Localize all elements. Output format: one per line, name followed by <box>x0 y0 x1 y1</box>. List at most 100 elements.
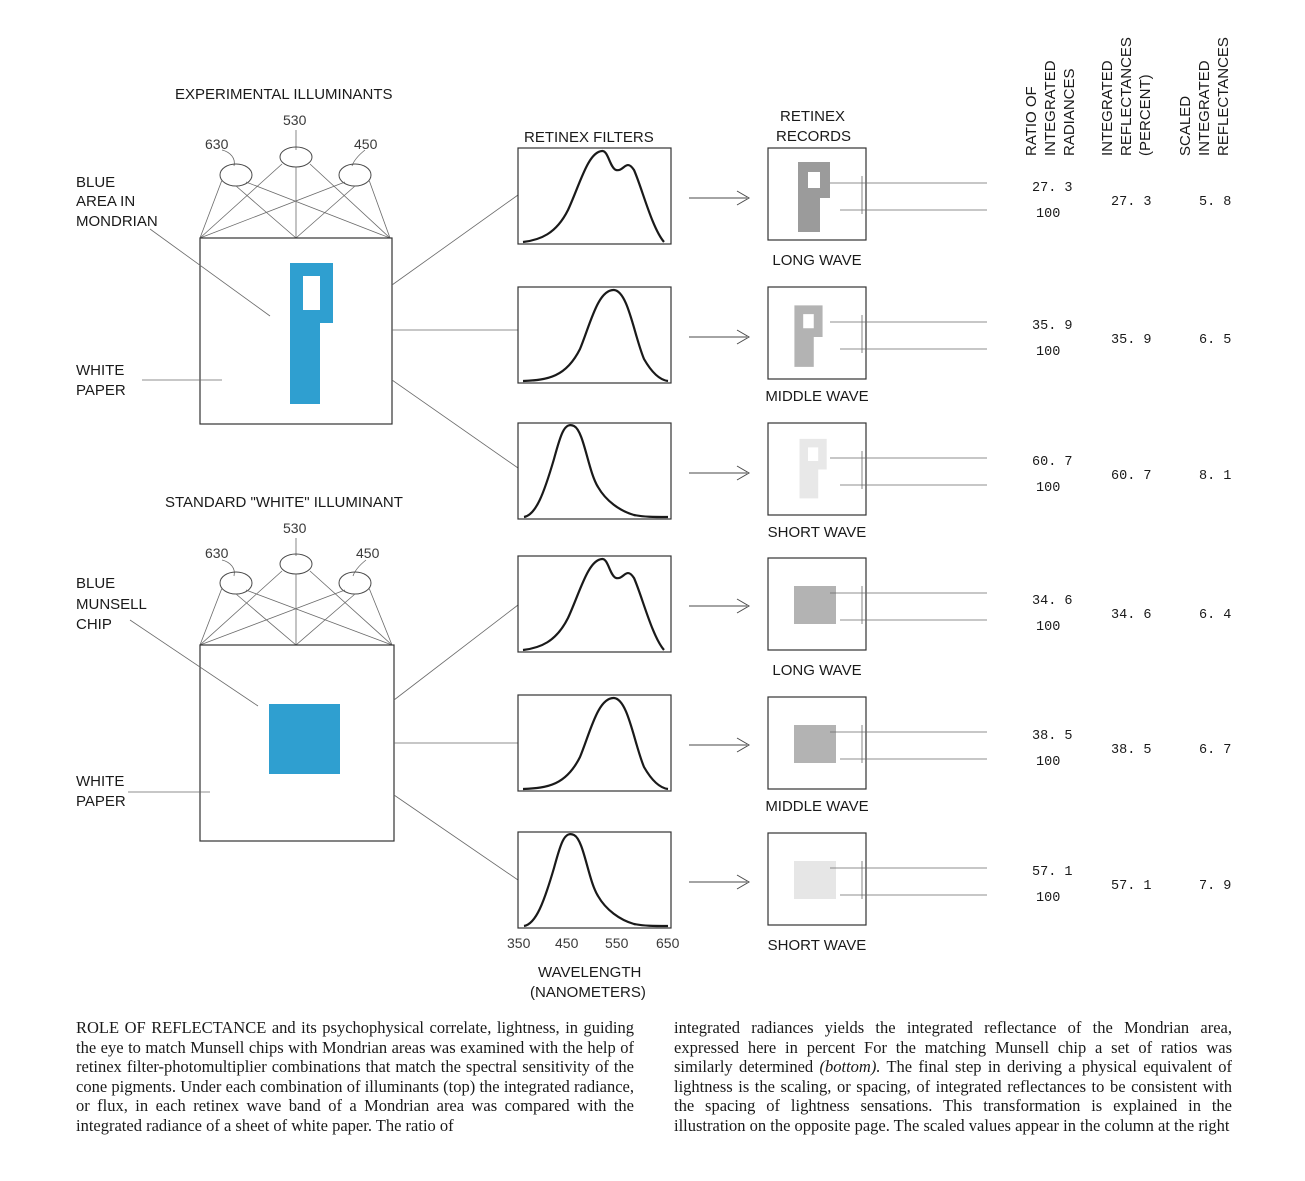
value-row: 38. 5 100 38. 5 6. 7 <box>1032 729 1231 770</box>
sensitivity-curve-middle <box>522 288 669 383</box>
white-paper-b-label-line2: PAPER <box>76 793 126 810</box>
value-row: 57. 1 100 57. 1 7. 9 <box>1032 865 1231 906</box>
filter-frame <box>517 555 672 653</box>
sensitivity-curve-middle <box>522 696 669 791</box>
ratio-numerator: 34. 6 <box>1032 594 1073 609</box>
light-rays-top <box>199 163 391 239</box>
white-paper-b-label-line1: WHITE <box>76 773 124 790</box>
axis-tick-550: 550 <box>605 935 629 951</box>
header-scaled-line1: SCALED <box>1177 96 1194 156</box>
record-image-mondrian <box>794 305 823 367</box>
record-panel <box>767 422 867 516</box>
caption-lead: ROLE OF REFLECTANCE <box>76 1018 267 1037</box>
munsell-label-line2: MUNSELL <box>76 596 147 613</box>
sensitivity-curve-short <box>523 833 669 928</box>
filter-panel <box>517 831 672 929</box>
diagram-canvas: EXPERIMENTAL ILLUMINANTS 630 530 450 BLU… <box>76 37 1232 1001</box>
retinex-filters-title: RETINEX FILTERS <box>524 129 654 146</box>
experimental-illuminants-title: EXPERIMENTAL ILLUMINANTS <box>175 86 393 103</box>
caption-right-emph: (bottom). <box>819 1057 881 1076</box>
filter-panels <box>517 147 750 929</box>
integrated-reflectance: 60. 7 <box>1111 469 1152 484</box>
scaled-reflectance: 8. 1 <box>1199 469 1231 484</box>
white-paper-label-line2: PAPER <box>76 382 126 399</box>
lamp-tick-450-b <box>352 559 367 577</box>
record-panels: LONG WAVE MIDDLE WAVE SHORT WAVE LONG WAVE M… <box>765 147 987 954</box>
arrow-head-icon <box>736 874 750 890</box>
blue-area-label-line2: AREA IN <box>76 193 135 210</box>
header-integrated-line1: INTEGRATED <box>1099 60 1116 156</box>
ratio-denominator: 100 <box>1036 345 1060 360</box>
record-panel <box>767 832 867 926</box>
blue-mondrian-area <box>290 263 333 404</box>
record-image-chip <box>794 861 836 899</box>
scaled-reflectance: 5. 8 <box>1199 195 1231 210</box>
blue-munsell-chip <box>269 704 340 774</box>
axis-tick-650: 650 <box>656 935 680 951</box>
header-scaled-line3: REFLECTANCES <box>1215 37 1232 156</box>
blue-area-label-line1: BLUE <box>76 174 115 191</box>
arrow-head-icon <box>736 737 750 753</box>
header-ratio-line2: INTEGRATED <box>1042 60 1059 156</box>
integrated-reflectance: 27. 3 <box>1111 195 1152 210</box>
lamp-label-530: 530 <box>283 112 307 128</box>
lamp-label-630-b: 630 <box>205 545 229 561</box>
filter-frame <box>517 694 672 792</box>
lamp-tick-630 <box>221 149 235 167</box>
caption-left: ROLE OF REFLECTANCE and its psychophysic… <box>76 1018 634 1135</box>
value-rows: 27. 3 100 27. 3 5. 8 35. 9 100 35. 9 6. 5 60. 7 1… <box>1032 181 1231 906</box>
wave-label: MIDDLE WAVE <box>765 388 868 405</box>
arrow-head-icon <box>736 190 750 206</box>
ratio-denominator: 100 <box>1036 620 1060 635</box>
filter-frame <box>517 147 672 245</box>
filter-frame <box>517 286 672 384</box>
wave-label: SHORT WAVE <box>768 524 867 541</box>
record-image-chip <box>794 586 836 624</box>
filter-frame <box>517 422 672 520</box>
lamp-530-b-icon <box>279 553 313 575</box>
scaled-reflectance: 6. 5 <box>1199 333 1231 348</box>
record-panel <box>767 696 867 790</box>
ratio-numerator: 27. 3 <box>1032 181 1073 196</box>
value-row: 60. 7 100 60. 7 8. 1 <box>1032 455 1231 496</box>
axis-label-line1: WAVELENGTH <box>538 964 641 981</box>
header-integrated-line2: REFLECTANCES <box>1118 37 1135 156</box>
sensitivity-curve-long <box>522 557 665 652</box>
axis-label-line2: (NANOMETERS) <box>530 984 646 1000</box>
wave-label: MIDDLE WAVE <box>765 798 868 815</box>
wave-label: LONG WAVE <box>772 252 861 269</box>
header-scaled-line2: INTEGRATED <box>1196 60 1213 156</box>
filter-frame <box>517 831 672 929</box>
blue-area-label-line3: MONDRIAN <box>76 213 158 230</box>
lamp-tick-630-b <box>221 559 235 577</box>
records-title-line2: RECORDS <box>776 128 851 145</box>
axis-tick-450: 450 <box>555 935 579 951</box>
ratio-numerator: 60. 7 <box>1032 455 1073 470</box>
munsell-label-line3: CHIP <box>76 616 112 633</box>
record-image-mondrian <box>798 162 830 232</box>
fan-lines-bottom <box>393 604 519 881</box>
scaled-reflectance: 6. 7 <box>1199 743 1231 758</box>
sensitivity-curve-long <box>522 149 665 244</box>
value-row: 27. 3 100 27. 3 5. 8 <box>1032 181 1231 222</box>
records-title-line1: RETINEX <box>780 108 845 125</box>
header-integrated: INTEGRATED REFLECTANCES (PERCENT) <box>1099 37 1154 156</box>
ratio-numerator: 38. 5 <box>1032 729 1073 744</box>
lamp-label-530-b: 530 <box>283 520 307 536</box>
filter-panel <box>517 286 672 384</box>
ratio-numerator: 57. 1 <box>1032 865 1073 880</box>
value-row: 35. 9 100 35. 9 6. 5 <box>1032 319 1231 360</box>
scaled-reflectance: 7. 9 <box>1199 879 1231 894</box>
record-panel <box>767 557 867 651</box>
filter-panel <box>517 422 672 520</box>
ratio-numerator: 35. 9 <box>1032 319 1073 334</box>
axis-tick-350: 350 <box>507 935 531 951</box>
caption-right-part2: The final step in deriving a physical eq… <box>674 1057 1232 1135</box>
ratio-denominator: 100 <box>1036 891 1060 906</box>
arrow-head-icon <box>736 465 750 481</box>
filter-panel <box>517 555 672 653</box>
white-paper-label-line1: WHITE <box>76 362 124 379</box>
integrated-reflectance: 38. 5 <box>1111 743 1152 758</box>
munsell-pointer <box>129 619 259 707</box>
